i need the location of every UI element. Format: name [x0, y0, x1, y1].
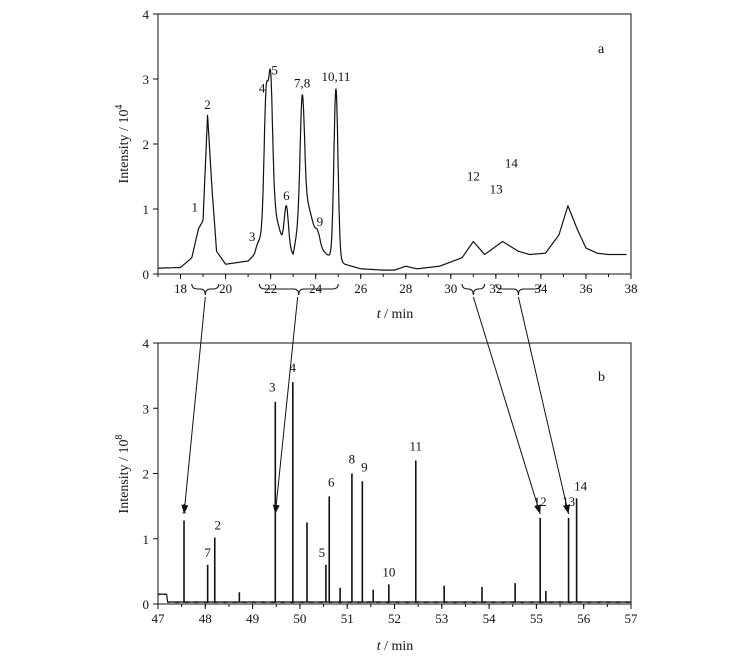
- panel-a-peak-label: 5: [271, 62, 278, 77]
- panel-b-xlabel-italic: t: [377, 639, 382, 654]
- panel-b-peak-label: 4: [290, 360, 297, 375]
- brace: [258, 283, 339, 296]
- panel-b-xlabel-rest: / min: [381, 639, 414, 654]
- arrow-head: [272, 504, 280, 514]
- panel-a-xtick-label: 28: [399, 281, 412, 296]
- section-braces: [191, 283, 542, 296]
- panel-b-ylabel-exp: 8: [114, 435, 125, 440]
- panel-b-peak-label: 5: [319, 545, 326, 560]
- panel-a-trace: [157, 68, 627, 271]
- panel-a-xtick-label: 26: [354, 281, 368, 296]
- panel-b-peak-label: 12: [534, 494, 547, 509]
- panel-b-ylabel: Intensity / 108: [114, 435, 132, 514]
- panel-b-xtick-label: 53: [435, 611, 448, 626]
- panel-a-ytick-label: 0: [143, 267, 150, 282]
- panel-a-ytick-label: 4: [143, 7, 150, 22]
- panel-a-peak-label: 6: [283, 188, 290, 203]
- panel-b-ytick-label: 1: [143, 532, 150, 547]
- panel-b-peak-label: 3: [269, 380, 276, 395]
- mapping-arrows: [181, 296, 570, 515]
- panel-b-xtick-label: 52: [388, 611, 401, 626]
- panel-b-xlabel: t / min: [377, 639, 414, 654]
- panel-a-ytick-label: 3: [143, 72, 150, 87]
- panel-a-peak-label: 10,11: [322, 69, 351, 84]
- panel-b-peak-label: 14: [574, 478, 588, 493]
- arrow-head: [534, 504, 541, 514]
- panel-b-ytick-label: 4: [143, 336, 150, 351]
- arrow-head: [563, 504, 570, 514]
- panel-a-xtick-label: 34: [534, 281, 548, 296]
- panel-b-xtick-label: 51: [341, 611, 354, 626]
- panel-a-peak-label: 7,8: [294, 75, 310, 90]
- panel-a-ytick-label: 2: [143, 137, 150, 152]
- panel-b-xtick-label: 57: [625, 611, 639, 626]
- panel-a-xtick-label: 30: [444, 281, 457, 296]
- panel-a-xtick-label: 32: [489, 281, 502, 296]
- panel-a-xtick-label: 20: [219, 281, 232, 296]
- panel-b-peak-label: 8: [349, 452, 356, 467]
- panel-b-peaks: [183, 382, 578, 603]
- panel-b-peak-label: 9: [361, 459, 368, 474]
- panel-b-xtick-label: 54: [483, 611, 497, 626]
- panel-b-xtick-label: 55: [530, 611, 543, 626]
- panel-a-frame: [157, 13, 632, 275]
- panel-a-xlabel: t / min: [377, 307, 414, 322]
- brace: [461, 283, 486, 296]
- mapping-arrow: [517, 296, 570, 515]
- panel-b-peak-label: 7: [204, 545, 211, 560]
- panel-a-peak-label: 13: [490, 181, 503, 196]
- panel-b-xtick-label: 49: [246, 611, 259, 626]
- mapping-arrow: [183, 296, 206, 515]
- brace: [191, 283, 220, 296]
- panel-b-baseline: [157, 593, 632, 604]
- panel-b-peak-label: 6: [328, 474, 335, 489]
- panel-b-peak-label: 10: [382, 564, 395, 579]
- arrow-head: [181, 504, 189, 514]
- panel-a-xtick-label: 36: [579, 281, 593, 296]
- panel-a-label: a: [598, 42, 605, 57]
- panel-a-xtick-label: 18: [174, 281, 187, 296]
- panel-b-peak-label: 11: [410, 438, 423, 453]
- panel-a-ylabel-exp: 4: [114, 105, 125, 110]
- panel-b-ytick-label: 3: [143, 401, 150, 416]
- panel-b-peak-label: 13: [562, 494, 575, 509]
- panel-b-xtick-label: 47: [152, 611, 166, 626]
- panel-b-ytick-label: 2: [143, 467, 150, 482]
- panel-a-peak-label: 9: [317, 214, 324, 229]
- panel-b-xtick-label: 48: [199, 611, 212, 626]
- panel-a-ylabel: Intensity / 104: [114, 105, 132, 184]
- panel-a-peak-label: 12: [467, 168, 480, 183]
- panel-a-ylabel-text: Intensity / 10: [117, 110, 132, 184]
- panel-b-xtick-label: 56: [577, 611, 591, 626]
- mapping-arrow: [472, 296, 541, 515]
- panel-a-ytick-label: 1: [143, 202, 150, 217]
- panel-a-xtick-label: 38: [625, 281, 638, 296]
- panel-a-peak-label: 3: [249, 229, 256, 244]
- panel-b-peak-label: 1: [181, 500, 188, 515]
- panel-a-peak-label: 2: [204, 97, 211, 112]
- brace: [495, 283, 542, 296]
- panel-b-ytick-label: 0: [143, 597, 150, 612]
- panel-b-peak-label: 2: [215, 517, 222, 532]
- panel-a-peak-label: 14: [505, 155, 519, 170]
- panel-a-xlabel-rest: / min: [381, 307, 414, 322]
- panel-b-ylabel-text: Intensity / 10: [117, 440, 132, 514]
- mapping-arrow: [274, 296, 299, 515]
- panel-a-peak-label: 1: [192, 200, 199, 215]
- panel-b-label: b: [598, 370, 605, 385]
- panel-a-peak-label: 4: [259, 81, 266, 96]
- panel-a-xlabel-italic: t: [377, 307, 382, 322]
- panel-b-xtick-label: 50: [293, 611, 306, 626]
